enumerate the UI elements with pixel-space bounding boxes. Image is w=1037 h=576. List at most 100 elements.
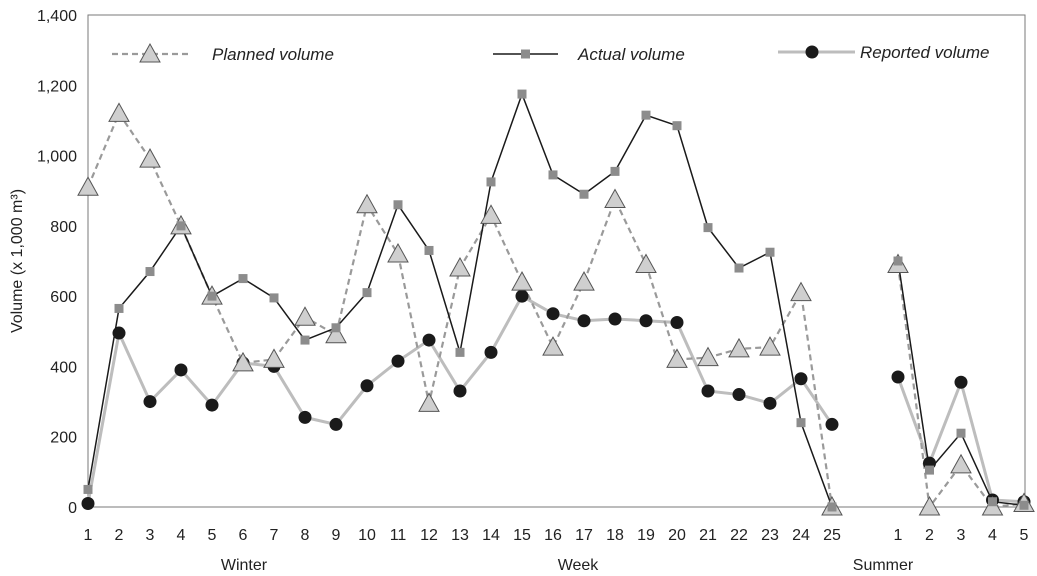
actual-point — [207, 291, 217, 301]
x-tick-label: 10 — [358, 527, 376, 544]
y-axis-ticks: 0 200 400 600 800 1,000 1,200 1,400 — [37, 8, 77, 517]
actual-point — [956, 428, 966, 438]
reported-point — [391, 354, 405, 368]
planned-point — [449, 256, 471, 277]
planned-point — [918, 495, 941, 516]
x-tick-label: 4 — [177, 527, 186, 544]
planned-point — [77, 176, 99, 196]
x-tick-label: 5 — [208, 527, 217, 544]
actual-point — [579, 189, 589, 199]
actual-point — [362, 288, 372, 298]
reported-point — [484, 345, 498, 359]
reported-point — [577, 314, 591, 328]
actual-point — [486, 177, 496, 187]
x-tick-label: 5 — [1020, 527, 1029, 544]
actual-point — [610, 166, 620, 176]
planned-point — [666, 348, 688, 368]
actual-legend-marker — [521, 49, 530, 59]
reported-point — [546, 307, 560, 321]
actual-point — [393, 200, 403, 210]
planned-point — [108, 102, 130, 122]
x-tick-label: 1 — [894, 527, 903, 544]
planned-point — [418, 392, 440, 412]
planned-point — [263, 348, 285, 368]
reported-point — [81, 496, 95, 510]
actual-point — [925, 465, 934, 475]
x-tick-label: 22 — [730, 527, 748, 544]
actual-point — [269, 293, 279, 303]
planned-point — [573, 271, 595, 291]
x-tick-label: 18 — [606, 527, 624, 544]
reported-point — [763, 396, 777, 410]
y-tick-label: 1,400 — [37, 8, 77, 25]
x-tick-label: 11 — [390, 527, 407, 544]
planned-point — [728, 337, 750, 358]
reported-legend-marker — [805, 45, 819, 59]
actual-point — [176, 221, 186, 231]
actual-point — [703, 223, 713, 233]
planned-legend-label: Planned volume — [212, 45, 334, 64]
actual-point — [734, 263, 744, 273]
reported-point — [794, 372, 808, 386]
reported-point — [608, 312, 622, 326]
reported-point — [670, 316, 684, 329]
actual-point — [424, 245, 434, 255]
planned-series-line — [896, 264, 1025, 510]
reported-point — [732, 388, 746, 402]
x-tick-label: 21 — [699, 527, 717, 544]
actual-point — [114, 303, 124, 313]
actual-point — [455, 347, 465, 357]
actual-point — [1019, 500, 1029, 510]
x-tick-label: 25 — [823, 527, 841, 544]
reported-series-line — [86, 294, 834, 504]
reported-point — [174, 363, 188, 377]
planned-legend-marker — [139, 42, 161, 63]
y-tick-label: 1,200 — [37, 78, 77, 95]
y-tick-label: 600 — [50, 289, 77, 306]
actual-point — [796, 418, 806, 428]
reported-point — [143, 395, 157, 409]
reported-legend-label: Reported volume — [860, 43, 989, 62]
y-tick-label: 1,000 — [37, 149, 77, 166]
reported-point — [515, 289, 529, 303]
y-tick-label: 400 — [50, 359, 77, 376]
reported-point — [453, 384, 467, 398]
y-axis-title: Volume (x 1,000 m³) — [9, 189, 26, 333]
x-tick-label: 13 — [451, 527, 469, 544]
series-layer — [77, 89, 1035, 516]
x-group-label-summer: Summer — [853, 557, 914, 574]
planned-point — [232, 351, 254, 372]
x-tick-label: 2 — [115, 527, 124, 544]
actual-point — [641, 110, 651, 120]
planned-point — [635, 253, 657, 274]
reported-point — [639, 314, 653, 328]
planned-point — [511, 271, 533, 291]
x-tick-label: 3 — [146, 527, 155, 544]
x-axis-ticks: 1 2 3 4 5 6 7 8 9 10 11 12 13 14 15 16 17 18 19 20 21 22 23 24 2… — [84, 527, 1029, 544]
actual-point — [238, 274, 248, 284]
actual-legend-label: Actual volume — [577, 45, 685, 64]
reported-series-line — [896, 376, 1025, 504]
planned-point — [790, 281, 812, 302]
planned-point — [759, 336, 781, 356]
actual-point — [988, 497, 997, 507]
x-tick-label: 19 — [637, 527, 655, 544]
actual-point — [548, 170, 558, 180]
y-tick-label: 200 — [50, 430, 77, 447]
planned-point — [356, 193, 378, 214]
x-tick-label: 7 — [270, 527, 279, 544]
planned-point — [697, 346, 719, 367]
x-tick-label: 16 — [544, 527, 562, 544]
y-tick-label: 800 — [50, 219, 77, 236]
x-tick-label: 15 — [513, 527, 531, 544]
actual-point — [517, 89, 527, 99]
x-group-label-winter: Winter — [221, 557, 268, 574]
planned-point — [325, 323, 347, 344]
reported-point — [701, 384, 715, 398]
x-tick-label: 12 — [420, 527, 438, 544]
reported-point — [954, 375, 968, 389]
x-tick-label: 1 — [84, 527, 93, 544]
x-tick-label: 14 — [482, 527, 500, 544]
x-tick-label: 8 — [301, 527, 310, 544]
actual-point — [300, 335, 310, 345]
